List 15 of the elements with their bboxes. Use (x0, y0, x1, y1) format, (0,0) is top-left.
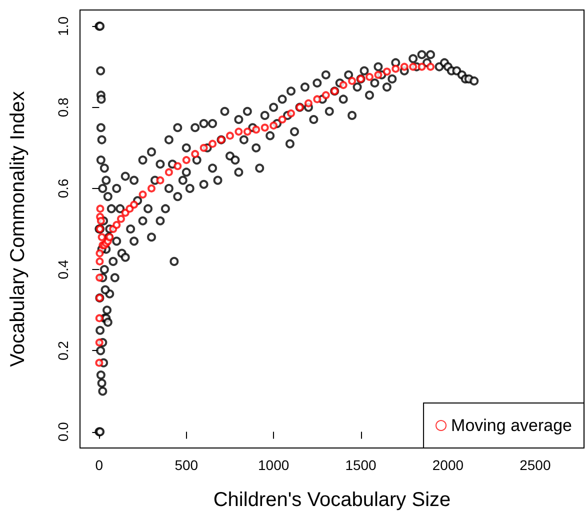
y-axis-title: Vocabulary Commonality Index (7, 91, 29, 367)
x-axis-title: Children's Vocabulary Size (213, 489, 451, 511)
x-tick-label: 1500 (345, 457, 377, 473)
x-tick-label: 1000 (258, 457, 290, 473)
y-tick-label: 0.2 (55, 340, 71, 360)
y-tick-label: 0.4 (55, 260, 71, 280)
y-tick-label: 0.6 (55, 178, 71, 198)
y-tick-label: 0.0 (55, 422, 71, 442)
y-tick-label: 1.0 (55, 16, 71, 36)
x-tick-label: 500 (174, 457, 198, 473)
y-tick-label: 0.8 (55, 97, 71, 118)
x-tick-label: 0 (95, 457, 104, 473)
legend-label: Moving average (451, 416, 572, 435)
x-tick-label: 2500 (520, 457, 551, 473)
x-tick-label: 2000 (432, 457, 464, 473)
